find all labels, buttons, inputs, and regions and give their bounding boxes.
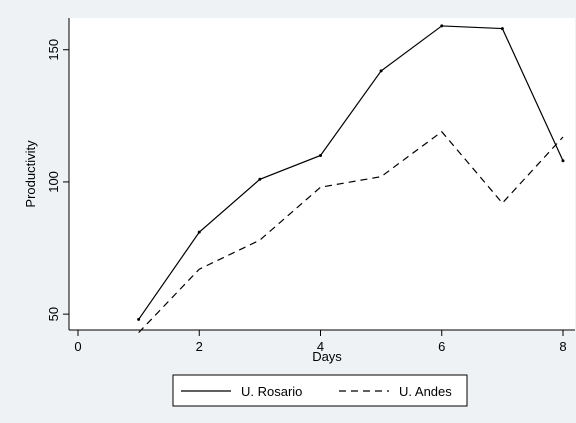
legend-label-1: U. Rosario <box>241 384 302 399</box>
series-point <box>319 153 322 157</box>
series-line-2 <box>138 130 564 334</box>
y-axis-ticks: 50 100 150 <box>46 39 69 321</box>
x-tick-label: 6 <box>438 339 445 354</box>
series-point <box>561 159 565 163</box>
x-tick-label: 2 <box>196 339 203 354</box>
series-point <box>379 69 383 73</box>
plot-area <box>69 18 575 330</box>
y-axis-title: Productivity <box>23 140 38 208</box>
x-axis-title: Days <box>312 349 342 364</box>
series-point <box>258 177 262 181</box>
y-tick-label: 150 <box>46 39 61 61</box>
series-point <box>137 317 141 321</box>
legend-label-2: U. Andes <box>399 384 452 399</box>
x-axis-ticks: 0 2 4 6 8 <box>74 330 567 354</box>
legend: U. Rosario U. Andes <box>181 384 452 399</box>
series-point <box>197 230 201 234</box>
y-tick-label: 100 <box>46 171 61 193</box>
series-line-1 <box>138 25 564 320</box>
series-point <box>440 24 444 28</box>
x-tick-label: 8 <box>559 339 566 354</box>
y-tick-label: 50 <box>46 307 61 321</box>
series-layer <box>137 24 565 334</box>
series-point <box>500 27 504 31</box>
x-tick-label: 4 <box>317 339 324 354</box>
x-tick-label: 0 <box>74 339 81 354</box>
